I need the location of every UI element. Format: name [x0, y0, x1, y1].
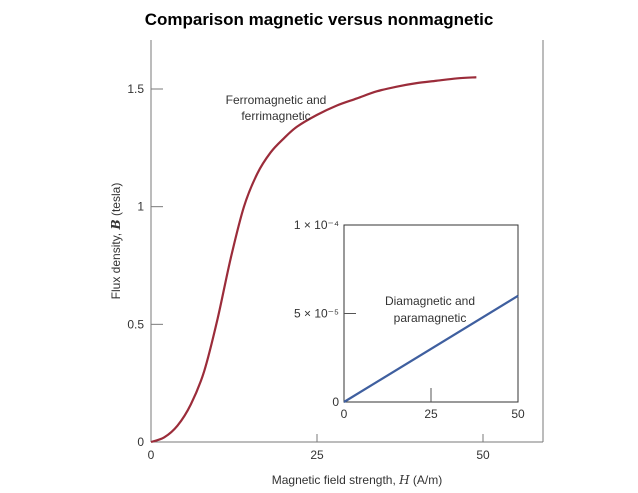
inset-y-tick-label: 1 × 10⁻⁴: [294, 218, 339, 232]
x-axis-label: Magnetic field strength, H (A/m): [272, 473, 443, 487]
main-y-tick-label: 1: [137, 200, 144, 214]
ferro-annotation-line1: Ferromagnetic and: [226, 93, 327, 107]
main-y-tick-label: 1.5: [127, 82, 144, 96]
inset-x-tick-label: 25: [424, 407, 438, 421]
dia-annotation-line1: Diamagnetic and: [385, 294, 475, 308]
main-y-tick-label: 0.5: [127, 317, 144, 331]
inset-plot: 0 25 50 0 5 × 10⁻⁵ 1 × 10⁻⁴: [294, 218, 525, 421]
chart-title: Comparison magnetic versus nonmagnetic: [144, 10, 494, 29]
inset-y-tick-label: 0: [332, 395, 339, 409]
main-x-tick-label: 0: [148, 448, 155, 462]
inset-y-tick-label: 5 × 10⁻⁵: [294, 307, 339, 321]
ferro-series-line: [150, 76, 477, 444]
main-plot: 0 25 50 0 0.5 1 1.5: [127, 40, 544, 462]
main-ticks: 0 25 50 0 0.5 1 1.5: [127, 82, 490, 462]
dia-series-line: [343, 294, 519, 403]
inset-x-tick-label: 50: [511, 407, 525, 421]
ferro-annotation-line2: ferrimagnetic: [241, 109, 310, 123]
main-y-tick-label: 0: [137, 435, 144, 449]
main-x-tick-label: 50: [476, 448, 490, 462]
y-axis-label: Flux density, B (tesla): [109, 183, 123, 300]
dia-annotation-line2: paramagnetic: [394, 311, 467, 325]
inset-x-tick-label: 0: [341, 407, 348, 421]
main-x-tick-label: 25: [310, 448, 324, 462]
inset-ticks: 0 25 50 0 5 × 10⁻⁵ 1 × 10⁻⁴: [294, 218, 525, 421]
